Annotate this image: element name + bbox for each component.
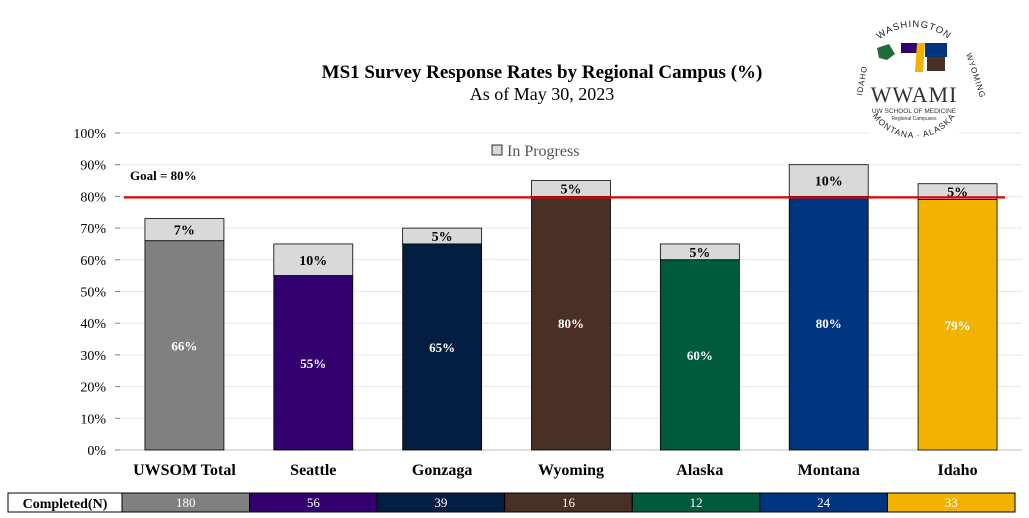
- data-label-in-progress: 5%: [432, 230, 453, 245]
- category-label: Seattle: [290, 462, 336, 479]
- logo-name: WWAMI: [871, 82, 958, 107]
- bar-completed: [917, 199, 998, 451]
- bar-completed: [531, 195, 611, 451]
- wwami-logo: WASHINGTON MONTANA · ALASKA IDAHO WYOMIN…: [845, 12, 985, 150]
- category-label: Montana: [798, 462, 860, 479]
- y-tick-label: 100%: [73, 127, 106, 142]
- legend-label-in-progress: In Progress: [507, 143, 579, 160]
- y-tick-label: 20%: [80, 381, 106, 396]
- bar-in-progress: [788, 164, 869, 197]
- goal-line-group: Goal = 80%: [124, 168, 1005, 199]
- gridlines: [120, 132, 1022, 451]
- data-label-completed: 80%: [816, 316, 842, 331]
- data-label-completed: 79%: [945, 318, 971, 333]
- category-label: Wyoming: [538, 462, 604, 479]
- bar-completed: [144, 240, 225, 451]
- logo-states-map: [877, 43, 947, 72]
- category-label: UWSOM Total: [133, 462, 236, 479]
- goal-label: Goal = 80%: [130, 168, 197, 183]
- y-tick-label: 30%: [80, 349, 106, 364]
- bar-completed: [659, 259, 740, 451]
- data-label-completed: 80%: [558, 316, 584, 331]
- bar-completed: [273, 275, 354, 451]
- bar-completed: [788, 195, 869, 451]
- logo-line1: UW SCHOOL OF MEDICINE: [872, 108, 957, 115]
- completed-n-value: 56: [307, 495, 321, 510]
- y-axis-ticks: 0% 10% 20% 30% 40% 50% 60% 70% 80% 90% 100%: [73, 127, 120, 459]
- bars: 66%7%55%10%65%5%80%5%60%5%80%10%79%5%: [144, 164, 998, 451]
- completed-n-value: 180: [176, 495, 196, 510]
- completed-n-value: 24: [817, 495, 831, 510]
- data-label-in-progress: 5%: [561, 182, 582, 197]
- data-label-completed: 65%: [429, 340, 455, 355]
- completed-n-value: 12: [690, 495, 703, 510]
- legend-swatch-in-progress: [491, 144, 503, 156]
- data-label-in-progress: 10%: [815, 175, 843, 190]
- completed-n-label: Completed(N): [23, 497, 108, 512]
- legend: In Progress: [491, 143, 579, 160]
- y-tick-label: 90%: [80, 159, 106, 174]
- y-tick-label: 80%: [80, 190, 106, 205]
- data-label-in-progress: 10%: [299, 254, 327, 269]
- category-labels: UWSOM Total Seattle Gonzaga Wyoming Alaska Mo…: [133, 462, 978, 479]
- data-label-in-progress: 7%: [174, 224, 195, 239]
- category-label: Gonzaga: [412, 462, 472, 479]
- data-label-completed: 55%: [300, 356, 326, 371]
- logo-line2: Regional Campuses: [891, 116, 937, 122]
- category-label: Idaho: [938, 462, 978, 479]
- y-tick-label: 10%: [80, 412, 106, 427]
- completed-n-value: 39: [434, 495, 447, 510]
- chart-subtitle: As of May 30, 2023: [470, 84, 615, 104]
- completed-n-row: Completed(N) 180 56 39 16 12 24 33: [7, 492, 1016, 513]
- category-label: Alaska: [676, 462, 723, 479]
- bar-in-progress: [273, 243, 354, 277]
- y-tick-label: 60%: [80, 254, 106, 269]
- bar-completed: [402, 243, 483, 451]
- data-label-in-progress: 5%: [689, 246, 710, 261]
- y-tick-label: 40%: [80, 317, 106, 332]
- completed-n-value: 33: [945, 495, 958, 510]
- completed-n-cell: [886, 492, 1016, 513]
- y-tick-label: 50%: [80, 286, 106, 301]
- y-tick-label: 70%: [80, 222, 106, 237]
- data-label-completed: 60%: [687, 348, 713, 363]
- completed-n-value: 16: [562, 495, 576, 510]
- data-label-completed: 66%: [171, 338, 197, 353]
- y-tick-label: 0%: [87, 444, 106, 459]
- chart-title: MS1 Survey Response Rates by Regional Ca…: [322, 62, 763, 83]
